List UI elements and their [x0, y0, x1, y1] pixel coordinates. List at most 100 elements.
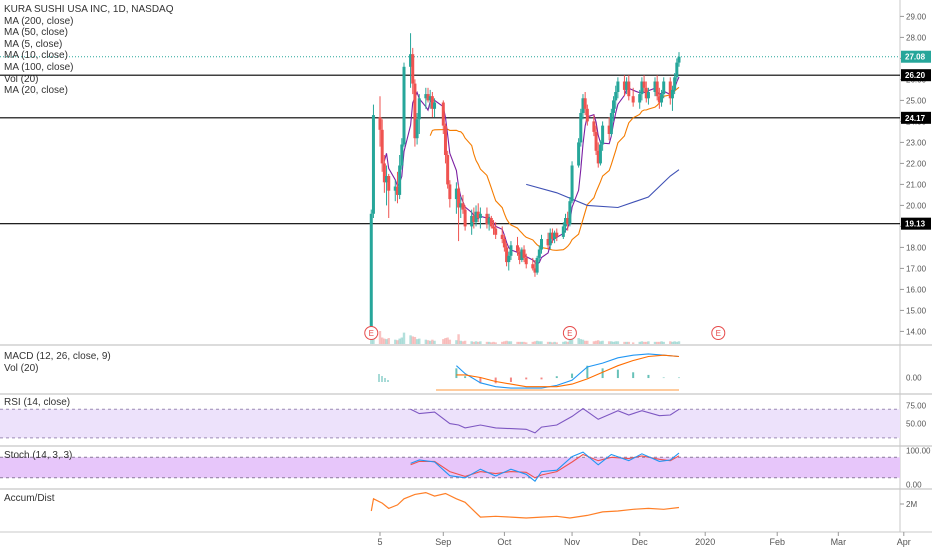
candle-body	[612, 100, 616, 113]
rsi-line	[410, 407, 680, 434]
macd-line	[456, 353, 680, 389]
candle-body	[415, 119, 419, 139]
volume-bar	[426, 340, 430, 344]
volume-bar	[490, 342, 493, 344]
volume-bar	[461, 341, 465, 344]
rsi-label[interactable]: RSI (14, close)	[4, 397, 71, 408]
price-tick-label: 17.00	[906, 264, 927, 273]
price-line-label: 24.17	[905, 114, 926, 123]
candle-body	[454, 188, 458, 200]
legend-ma50[interactable]: MA (50, close)	[4, 27, 68, 39]
earnings-marker-label: E	[567, 329, 572, 338]
candle-body	[607, 125, 611, 134]
candle-body	[531, 264, 535, 269]
legend-ma5[interactable]: MA (5, close)	[4, 38, 63, 50]
volume-bar	[472, 341, 476, 344]
legend-ma20[interactable]: MA (20, close)	[4, 85, 68, 97]
candle-body	[428, 96, 432, 101]
vol-label[interactable]: Vol (20)	[4, 363, 39, 374]
candle-body	[660, 94, 664, 103]
candle-body	[585, 108, 589, 122]
candle-body	[622, 81, 626, 90]
macd-histogram-bar	[540, 377, 543, 380]
price-tick-label: 25.00	[906, 96, 927, 105]
main-legend: KURA SUSHI USA INC, 1D, NASDAQ MA (200, …	[4, 4, 174, 97]
time-tick-label: Feb	[769, 537, 785, 547]
volume-bar	[455, 340, 458, 344]
candle-body	[413, 83, 417, 139]
volume-bar	[394, 339, 397, 344]
volume-bar	[418, 338, 421, 344]
volume-bar	[658, 341, 661, 344]
ma20-line	[429, 86, 680, 251]
volume-bar	[400, 337, 404, 344]
candle-body	[461, 203, 465, 210]
candle-body	[382, 163, 386, 183]
legend-ma200[interactable]: MA (200, close)	[4, 15, 74, 27]
candle-body	[533, 268, 537, 273]
volume-bar	[583, 340, 587, 344]
volume-bar	[463, 340, 467, 344]
candle-body	[476, 211, 480, 218]
macd-label[interactable]: MACD (12, 26, close, 9)	[4, 351, 111, 362]
macd-signal-line	[456, 354, 680, 388]
volume-bar	[518, 341, 521, 344]
candle-body	[424, 94, 428, 99]
volume-bar	[457, 334, 460, 344]
legend-ma10[interactable]: MA (10, close)	[4, 50, 68, 62]
volume-bar	[546, 341, 550, 344]
volume-bar	[428, 340, 432, 344]
volume-bar	[638, 341, 641, 344]
earnings-marker-label: E	[369, 329, 374, 338]
candle-body	[518, 251, 522, 260]
volume-bar	[383, 338, 386, 344]
volume-bar	[533, 341, 537, 344]
candle-body	[507, 255, 511, 263]
volume-bar	[647, 341, 650, 344]
last-price-badge	[901, 50, 931, 63]
candle-body	[550, 232, 554, 239]
price-tick-label: 29.00	[906, 12, 927, 21]
time-tick-label: 2020	[695, 537, 715, 547]
volume-bar	[581, 339, 585, 344]
earnings-marker	[562, 326, 577, 340]
volume-bar	[586, 340, 589, 344]
vol-overlay-bar	[387, 380, 389, 382]
candle-body	[385, 176, 389, 183]
stoch-label[interactable]: Stoch (14, 3, 3)	[4, 450, 73, 461]
price-tick-label: 18.00	[906, 243, 927, 252]
candle-body	[568, 201, 572, 225]
volume-bar	[409, 335, 412, 344]
price-tick-label: 23.00	[906, 138, 927, 147]
candle-body	[402, 66, 406, 145]
volume-bar	[677, 341, 681, 344]
ma5-line	[383, 76, 680, 265]
volume-bar	[564, 341, 567, 344]
candle-body	[616, 81, 620, 92]
vol-overlay-bar	[381, 376, 383, 382]
price-line-badge	[901, 217, 931, 230]
candle-body	[546, 239, 550, 246]
accum-dist-line	[370, 491, 680, 519]
volume-bar	[551, 342, 554, 344]
volume-bar	[607, 341, 611, 344]
candle-body	[520, 249, 524, 260]
volume-bar	[446, 337, 449, 344]
candle-body	[443, 125, 447, 155]
legend-vol[interactable]: Vol (20)	[4, 73, 39, 85]
candle-body	[548, 232, 552, 246]
candle-body	[409, 54, 413, 67]
volume-bar	[614, 341, 617, 344]
volume-bar	[385, 339, 388, 344]
price-tick-label: 16.00	[906, 285, 927, 294]
volume-bar	[398, 338, 401, 344]
candle-body	[433, 102, 437, 109]
stoch-tick-label: 0.00	[906, 481, 922, 490]
volume-bar	[640, 341, 644, 344]
candle-body	[417, 98, 421, 120]
candle-body	[601, 125, 605, 145]
legend-ma100[interactable]: MA (100, close)	[4, 61, 74, 73]
accum-dist-label[interactable]: Accum/Dist	[4, 493, 55, 504]
volume-bar	[671, 341, 674, 344]
